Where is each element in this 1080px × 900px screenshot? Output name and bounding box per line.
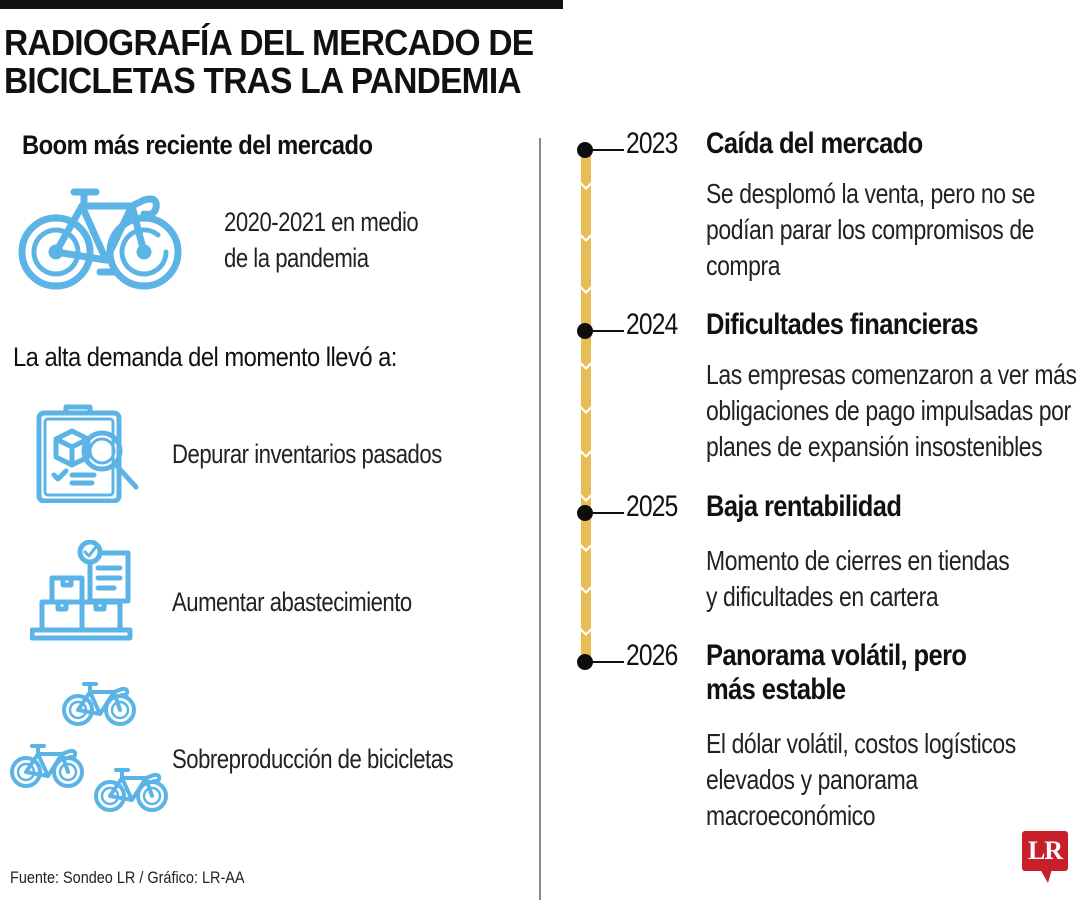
chevron-notch bbox=[581, 182, 591, 190]
chevron-notch bbox=[581, 406, 591, 414]
effect-item-label: Depurar inventarios pasados bbox=[172, 439, 442, 469]
lr-logo: LR bbox=[1022, 831, 1068, 871]
chevron-notch bbox=[581, 494, 591, 502]
event-description: Momento de cierres en tiendas y dificult… bbox=[706, 543, 1010, 615]
event-desc-line: Las empresas comenzaron a ver más bbox=[706, 359, 1077, 390]
timeline-dot bbox=[577, 323, 593, 339]
event-year: 2025 bbox=[626, 490, 678, 523]
page-title: RADIOGRAFÍA DEL MERCADO DE BICICLETAS TR… bbox=[4, 24, 543, 100]
timeline-connector bbox=[591, 330, 624, 332]
timeline-dot bbox=[577, 142, 593, 158]
timeline-bar bbox=[581, 150, 591, 662]
source-credit: Fuente: Sondeo LR / Gráfico: LR-AA bbox=[10, 868, 245, 887]
timeline-connector bbox=[591, 661, 624, 663]
effects-heading: La alta demanda del momento llevó a: bbox=[13, 342, 397, 372]
event-desc-line: El dólar volátil, costos logísticos bbox=[706, 728, 1016, 759]
top-rule bbox=[0, 0, 563, 9]
effect-item-label: Sobreproducción de bicicletas bbox=[172, 744, 454, 774]
event-desc-line: y dificultades en cartera bbox=[706, 581, 939, 612]
timeline-dot bbox=[577, 654, 593, 670]
boom-text: 2020-2021 en medio de la pandemia bbox=[224, 204, 419, 276]
event-title-line-1: Baja rentabilidad bbox=[706, 490, 902, 523]
event-year: 2026 bbox=[626, 639, 678, 672]
event-desc-line: elevados y panorama bbox=[706, 764, 918, 795]
event-desc-line: obligaciones de pago impulsadas por bbox=[706, 395, 1071, 426]
event-year: 2023 bbox=[626, 127, 678, 160]
timeline-connector bbox=[591, 512, 624, 514]
event-desc-line: podían parar los compromisos de bbox=[706, 214, 1035, 245]
chevron-notch bbox=[581, 586, 591, 594]
event-description: Se desplomó la venta, pero no se podían … bbox=[706, 176, 1035, 284]
event-desc-line: compra bbox=[706, 250, 781, 281]
bicycle-icon bbox=[14, 182, 186, 292]
event-desc-line: Momento de cierres en tiendas bbox=[706, 545, 1010, 576]
title-line-1: RADIOGRAFÍA DEL MERCADO DE bbox=[4, 22, 534, 63]
chevron-notch bbox=[581, 362, 591, 370]
event-title-line-2: más estable bbox=[706, 673, 846, 706]
event-desc-line: macroeconómico bbox=[706, 800, 876, 831]
boom-text-line-1: 2020-2021 en medio bbox=[224, 207, 419, 237]
event-title-line-1: Panorama volátil, pero bbox=[706, 639, 967, 672]
event-title: Baja rentabilidad bbox=[706, 490, 902, 524]
event-desc-line: planes de expansión insostenibles bbox=[706, 431, 1043, 462]
chevron-notch bbox=[581, 286, 591, 294]
boom-text-line-2: de la pandemia bbox=[224, 243, 369, 273]
chevron-notch bbox=[581, 628, 591, 636]
chevron-notch bbox=[581, 450, 591, 458]
boxes-supply-checklist-icon bbox=[30, 540, 134, 642]
event-title-line-1: Caída del mercado bbox=[706, 127, 923, 160]
timeline-dot bbox=[577, 505, 593, 521]
boom-heading: Boom más reciente del mercado bbox=[22, 130, 373, 160]
event-title-line-1: Dificultades financieras bbox=[706, 308, 979, 341]
multiple-bicycles-icon bbox=[10, 680, 170, 820]
event-title: Dificultades financieras bbox=[706, 308, 979, 342]
event-title: Caída del mercado bbox=[706, 127, 923, 161]
event-desc-line: Se desplomó la venta, pero no se bbox=[706, 178, 1035, 209]
logo-tail bbox=[1040, 869, 1052, 883]
clipboard-inventory-search-icon bbox=[36, 403, 150, 503]
title-line-2: BICICLETAS TRAS LA PANDEMIA bbox=[4, 60, 522, 101]
timeline-connector bbox=[591, 149, 624, 151]
logo-text: LR bbox=[1027, 836, 1063, 865]
event-description: El dólar volátil, costos logísticos elev… bbox=[706, 726, 1016, 834]
chevron-notch bbox=[581, 234, 591, 242]
column-divider bbox=[539, 138, 541, 900]
chevron-notch bbox=[581, 544, 591, 552]
event-description: Las empresas comenzaron a ver más obliga… bbox=[706, 357, 1077, 465]
event-title: Panorama volátil, pero más estable bbox=[706, 639, 967, 707]
effect-item-label: Aumentar abastecimiento bbox=[172, 587, 412, 617]
event-year: 2024 bbox=[626, 308, 678, 341]
